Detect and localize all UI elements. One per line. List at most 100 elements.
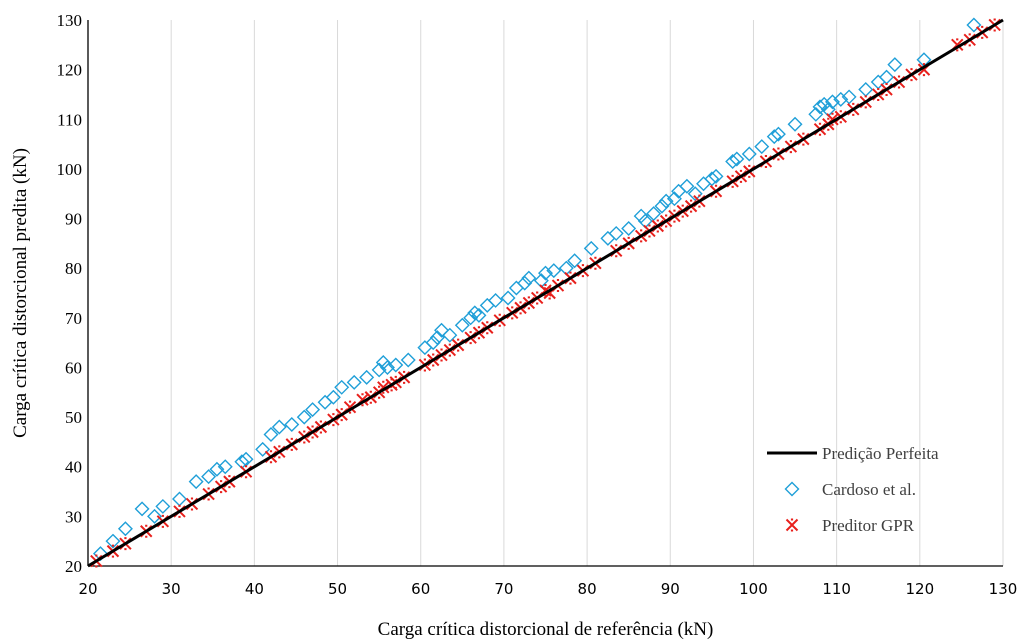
axes [87,20,1003,567]
data-point [951,38,964,52]
legend: Predição Perfeita Cardoso et al. Preditor … [767,444,939,535]
data-point [134,501,150,517]
data-point [966,17,982,33]
y-tick-label: 100 [57,160,83,179]
data-point [467,305,483,321]
vertical-gridlines [170,20,1004,566]
data-point [521,270,537,286]
x-tick-label: 40 [245,580,264,598]
data-point [105,533,121,549]
data-point [687,186,703,202]
data-point [621,220,637,236]
data-point [808,106,824,122]
y-tick-label: 60 [65,358,82,377]
data-point [538,265,553,281]
data-point [388,357,404,373]
data-point [377,380,390,394]
y-tick-label: 120 [57,61,83,80]
data-series [87,17,1004,568]
data-point [117,521,133,537]
data-point [346,374,362,390]
y-axis-title: Carga crítica distorcional predita (kN) [10,148,31,438]
data-point [471,307,487,323]
data-point [708,168,724,184]
data-point [434,322,450,338]
x-tick-label: 100 [739,580,768,598]
y-tick-label: 30 [65,507,82,526]
x-tick-label: 130 [989,580,1018,598]
data-point [284,417,300,433]
data-point [812,99,828,115]
x-axis-title: Carga crítica distorcional de referência… [378,619,714,640]
data-point [359,369,375,385]
data-point [371,362,387,378]
y-tick-label: 50 [65,408,82,427]
data-point [787,116,803,132]
data-point [479,297,495,313]
data-point [543,286,556,300]
data-point [741,146,757,162]
data-point [546,263,562,279]
x-tick-label: 30 [162,580,181,598]
data-point [858,82,874,97]
legend-label: Cardoso et al. [822,480,916,499]
legend-entry-predicao-perfeita: Predição Perfeita [767,444,939,463]
data-point [666,191,682,207]
data-point [725,153,741,169]
x-axis-tick-labels: 20 30 40 50 60 70 80 90 100 110 120 130 [78,580,1017,598]
data-point [508,280,524,296]
data-point [646,206,662,222]
data-point [217,459,233,475]
data-point [704,171,720,187]
legend-label: Predição Perfeita [822,444,939,463]
data-point [841,89,857,105]
y-tick-label: 20 [65,557,82,576]
data-point [209,461,225,477]
data-point [334,379,350,395]
data-point [633,208,649,224]
data-point [879,69,895,85]
y-tick-label: 130 [57,11,83,30]
data-point [539,284,552,298]
data-point [770,126,786,142]
legend-entry-preditor-gpr: Preditor GPR [785,516,915,535]
data-point [429,330,445,346]
data-point [729,151,745,167]
y-tick-label: 40 [65,458,82,477]
series-predicao-perfeita [87,18,1004,568]
series-cardoso-et-al [92,17,982,562]
data-point [567,253,583,269]
x-tick-label: 90 [661,580,680,598]
data-point [255,441,271,457]
data-point [658,193,674,209]
legend-entry-cardoso-et-al: Cardoso et al. [784,480,916,499]
data-point [454,317,470,333]
y-tick-label: 90 [65,210,82,229]
legend-symbol [784,481,800,497]
x-tick-label: 110 [822,580,851,598]
x-tick-label: 60 [411,580,430,598]
data-point [833,91,849,107]
perfect-prediction-line [87,18,1004,568]
y-tick-label: 80 [65,259,82,278]
data-point [696,176,712,192]
data-point [147,508,163,524]
data-point [608,225,624,241]
data-point [442,327,458,343]
data-point [296,409,312,425]
data-point [271,419,287,435]
data-point [356,393,369,407]
x-tick-label: 80 [578,580,597,598]
data-point [887,57,903,73]
data-point [317,394,333,410]
data-point [325,389,341,405]
data-point [172,491,187,507]
data-point [305,402,321,418]
data-point [679,178,695,194]
data-point [188,474,204,490]
y-tick-label: 70 [65,309,82,328]
data-point [488,292,504,308]
legend-label: Preditor GPR [822,516,915,535]
data-point [343,400,357,414]
